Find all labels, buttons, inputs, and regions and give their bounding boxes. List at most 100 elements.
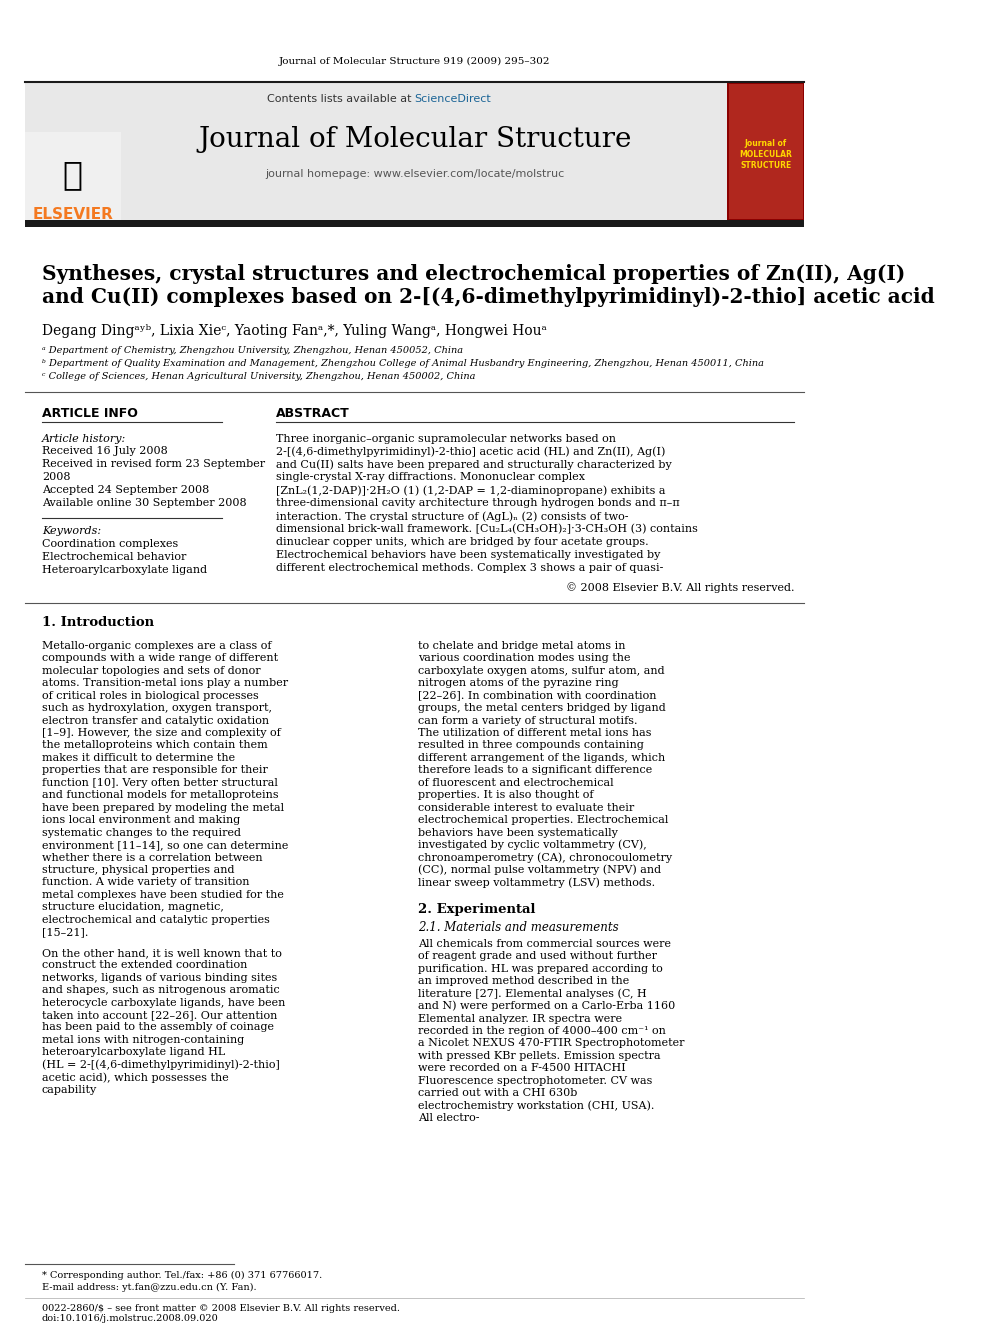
Text: carboxylate oxygen atoms, sulfur atom, and: carboxylate oxygen atoms, sulfur atom, a…: [418, 665, 665, 676]
Text: groups, the metal centers bridged by ligand: groups, the metal centers bridged by lig…: [418, 703, 666, 713]
Text: 🌳: 🌳: [62, 157, 82, 191]
Text: Degang Dingᵃʸᵇ, Lixia Xieᶜ, Yaoting Fanᵃ,*, Yuling Wangᵃ, Hongwei Houᵃ: Degang Dingᵃʸᵇ, Lixia Xieᶜ, Yaoting Fanᵃ…: [42, 324, 547, 337]
Text: 2-[(4,6-dimethylpyrimidinyl)-2-thio] acetic acid (HL) and Zn(II), Ag(I): 2-[(4,6-dimethylpyrimidinyl)-2-thio] ace…: [276, 446, 666, 456]
Bar: [727, 82, 805, 221]
Text: Accepted 24 September 2008: Accepted 24 September 2008: [42, 486, 209, 495]
Text: E-mail address: yt.fan@zzu.edu.cn (Y. Fan).: E-mail address: yt.fan@zzu.edu.cn (Y. Fa…: [42, 1283, 256, 1293]
Text: interaction. The crystal structure of (AgL)ₙ (2) consists of two-: interaction. The crystal structure of (A…: [276, 511, 628, 521]
Text: ELSEVIER: ELSEVIER: [33, 206, 113, 222]
Text: dinuclear copper units, which are bridged by four acetate groups.: dinuclear copper units, which are bridge…: [276, 537, 649, 548]
Text: purification. HL was prepared according to: purification. HL was prepared according …: [418, 963, 663, 974]
Text: and Cu(II) complexes based on 2-[(4,6-dimethylpyrimidinyl)-2-thio] acetic acid: and Cu(II) complexes based on 2-[(4,6-di…: [42, 287, 934, 307]
Text: function [10]. Very often better structural: function [10]. Very often better structu…: [42, 778, 278, 787]
Text: carried out with a CHI 630b: carried out with a CHI 630b: [418, 1089, 577, 1098]
Bar: [729, 83, 803, 220]
Text: nitrogen atoms of the pyrazine ring: nitrogen atoms of the pyrazine ring: [418, 679, 619, 688]
Text: and functional models for metalloproteins: and functional models for metalloprotein…: [42, 790, 279, 800]
Text: [15–21].: [15–21].: [42, 927, 88, 937]
Text: capability: capability: [42, 1085, 97, 1094]
Text: Electrochemical behavior: Electrochemical behavior: [42, 552, 186, 562]
Text: ᶜ College of Sciences, Henan Agricultural University, Zhengzhou, Henan 450002, C: ᶜ College of Sciences, Henan Agricultura…: [42, 372, 475, 381]
Text: taken into account [22–26]. Our attention: taken into account [22–26]. Our attentio…: [42, 1009, 277, 1020]
Text: ions local environment and making: ions local environment and making: [42, 815, 240, 826]
Text: and N) were performed on a Carlo-Erba 1160: and N) were performed on a Carlo-Erba 11…: [418, 1000, 676, 1011]
Text: properties. It is also thought of: properties. It is also thought of: [418, 790, 593, 800]
Text: and Cu(II) salts have been prepared and structurally characterized by: and Cu(II) salts have been prepared and …: [276, 459, 672, 470]
Text: such as hydroxylation, oxygen transport,: such as hydroxylation, oxygen transport,: [42, 703, 272, 713]
Text: considerable interest to evaluate their: considerable interest to evaluate their: [418, 803, 634, 812]
Text: to chelate and bridge metal atoms in: to chelate and bridge metal atoms in: [418, 640, 626, 651]
Text: Metallo-organic complexes are a class of: Metallo-organic complexes are a class of: [42, 640, 271, 651]
Text: makes it difficult to determine the: makes it difficult to determine the: [42, 753, 235, 763]
Text: different arrangement of the ligands, which: different arrangement of the ligands, wh…: [418, 753, 666, 763]
Text: [22–26]. In combination with coordination: [22–26]. In combination with coordinatio…: [418, 691, 657, 701]
Text: networks, ligands of various binding sites: networks, ligands of various binding sit…: [42, 972, 277, 983]
Text: environment [11–14], so one can determine: environment [11–14], so one can determin…: [42, 840, 288, 851]
Text: 2008: 2008: [42, 472, 70, 483]
Text: dimensional brick-wall framework. [Cu₂L₄(CH₃OH)₂]·3-CH₃OH (3) contains: dimensional brick-wall framework. [Cu₂L₄…: [276, 524, 697, 534]
Text: Heteroarylcarboxylate ligand: Heteroarylcarboxylate ligand: [42, 565, 207, 576]
Text: Fluorescence spectrophotometer. CV was: Fluorescence spectrophotometer. CV was: [418, 1076, 653, 1086]
Text: On the other hand, it is well known that to: On the other hand, it is well known that…: [42, 947, 282, 958]
Text: of fluorescent and electrochemical: of fluorescent and electrochemical: [418, 778, 614, 787]
Text: The utilization of different metal ions has: The utilization of different metal ions …: [418, 728, 652, 738]
Text: doi:10.1016/j.molstruc.2008.09.020: doi:10.1016/j.molstruc.2008.09.020: [42, 1314, 218, 1323]
Text: were recorded on a F-4500 HITACHI: were recorded on a F-4500 HITACHI: [418, 1064, 626, 1073]
Text: the metalloproteins which contain them: the metalloproteins which contain them: [42, 741, 268, 750]
Text: All chemicals from commercial sources were: All chemicals from commercial sources we…: [418, 939, 671, 949]
Text: ABSTRACT: ABSTRACT: [276, 407, 349, 421]
Text: properties that are responsible for their: properties that are responsible for thei…: [42, 766, 268, 775]
Text: literature [27]. Elemental analyses (C, H: literature [27]. Elemental analyses (C, …: [418, 988, 647, 999]
Text: Keywords:: Keywords:: [42, 527, 101, 536]
Text: systematic changes to the required: systematic changes to the required: [42, 828, 241, 837]
Text: Journal of Molecular Structure: Journal of Molecular Structure: [198, 126, 631, 153]
Text: of reagent grade and used without further: of reagent grade and used without furthe…: [418, 951, 657, 962]
Text: have been prepared by modeling the metal: have been prepared by modeling the metal: [42, 803, 284, 812]
Text: Available online 30 September 2008: Available online 30 September 2008: [42, 499, 246, 508]
Text: with pressed KBr pellets. Emission spectra: with pressed KBr pellets. Emission spect…: [418, 1050, 661, 1061]
Text: © 2008 Elsevier B.V. All rights reserved.: © 2008 Elsevier B.V. All rights reserved…: [565, 582, 795, 594]
Text: Journal of
MOLECULAR
STRUCTURE: Journal of MOLECULAR STRUCTURE: [739, 139, 793, 171]
Text: Received in revised form 23 September: Received in revised form 23 September: [42, 459, 265, 470]
Text: All electro-: All electro-: [418, 1113, 479, 1123]
Text: construct the extended coordination: construct the extended coordination: [42, 960, 247, 970]
Text: Syntheses, crystal structures and electrochemical properties of Zn(II), Ag(I): Syntheses, crystal structures and electr…: [42, 265, 905, 284]
Text: a Nicolet NEXUS 470-FTIR Spectrophotometer: a Nicolet NEXUS 470-FTIR Spectrophotomet…: [418, 1039, 684, 1048]
Text: Received 16 July 2008: Received 16 July 2008: [42, 446, 168, 456]
Text: 0022-2860/$ – see front matter © 2008 Elsevier B.V. All rights reserved.: 0022-2860/$ – see front matter © 2008 El…: [42, 1304, 400, 1312]
Text: (HL = 2-[(4,6-dimethylpyrimidinyl)-2-thio]: (HL = 2-[(4,6-dimethylpyrimidinyl)-2-thi…: [42, 1060, 280, 1070]
Text: ᵇ Department of Quality Examination and Management, Zhengzhou College of Animal : ᵇ Department of Quality Examination and …: [42, 360, 764, 368]
Text: whether there is a correlation between: whether there is a correlation between: [42, 852, 263, 863]
Text: single-crystal X-ray diffractions. Mononuclear complex: single-crystal X-ray diffractions. Monon…: [276, 472, 585, 483]
Text: different electrochemical methods. Complex 3 shows a pair of quasi-: different electrochemical methods. Compl…: [276, 564, 664, 573]
Text: Elemental analyzer. IR spectra were: Elemental analyzer. IR spectra were: [418, 1013, 622, 1024]
Text: heterocycle carboxylate ligands, have been: heterocycle carboxylate ligands, have be…: [42, 998, 285, 1008]
Text: Coordination complexes: Coordination complexes: [42, 540, 178, 549]
Text: Three inorganic–organic supramolecular networks based on: Three inorganic–organic supramolecular n…: [276, 434, 616, 443]
Text: Electrochemical behaviors have been systematically investigated by: Electrochemical behaviors have been syst…: [276, 550, 661, 560]
Text: heteroarylcarboxylate ligand HL: heteroarylcarboxylate ligand HL: [42, 1048, 225, 1057]
Text: electrochemistry workstation (CHI, USA).: electrochemistry workstation (CHI, USA).: [418, 1101, 655, 1111]
Text: ScienceDirect: ScienceDirect: [415, 94, 491, 103]
Text: behaviors have been systematically: behaviors have been systematically: [418, 828, 618, 837]
Text: journal homepage: www.elsevier.com/locate/molstruc: journal homepage: www.elsevier.com/locat…: [265, 169, 564, 180]
Text: metal ions with nitrogen-containing: metal ions with nitrogen-containing: [42, 1035, 244, 1045]
Text: ᵃ Department of Chemistry, Zhengzhou University, Zhengzhou, Henan 450052, China: ᵃ Department of Chemistry, Zhengzhou Uni…: [42, 347, 463, 356]
Text: 2. Experimental: 2. Experimental: [418, 904, 536, 917]
Text: acetic acid), which possesses the: acetic acid), which possesses the: [42, 1072, 228, 1082]
Text: function. A wide variety of transition: function. A wide variety of transition: [42, 877, 249, 888]
Text: atoms. Transition-metal ions play a number: atoms. Transition-metal ions play a numb…: [42, 679, 288, 688]
Text: three-dimensional cavity architecture through hydrogen bonds and π–π: three-dimensional cavity architecture th…: [276, 499, 680, 508]
Text: * Corresponding author. Tel./fax: +86 (0) 371 67766017.: * Corresponding author. Tel./fax: +86 (0…: [42, 1271, 322, 1281]
Text: (CC), normal pulse voltammetry (NPV) and: (CC), normal pulse voltammetry (NPV) and: [418, 865, 661, 876]
Text: various coordination modes using the: various coordination modes using the: [418, 654, 631, 663]
Text: recorded in the region of 4000–400 cm⁻¹ on: recorded in the region of 4000–400 cm⁻¹ …: [418, 1025, 666, 1036]
Text: can form a variety of structural motifs.: can form a variety of structural motifs.: [418, 716, 638, 725]
Text: structure elucidation, magnetic,: structure elucidation, magnetic,: [42, 902, 223, 913]
Bar: [25, 82, 805, 221]
Bar: [25, 220, 805, 228]
Bar: [25, 131, 121, 221]
Text: electrochemical properties. Electrochemical: electrochemical properties. Electrochemi…: [418, 815, 669, 826]
Text: and shapes, such as nitrogenous aromatic: and shapes, such as nitrogenous aromatic: [42, 986, 280, 995]
Text: electrochemical and catalytic properties: electrochemical and catalytic properties: [42, 916, 270, 925]
